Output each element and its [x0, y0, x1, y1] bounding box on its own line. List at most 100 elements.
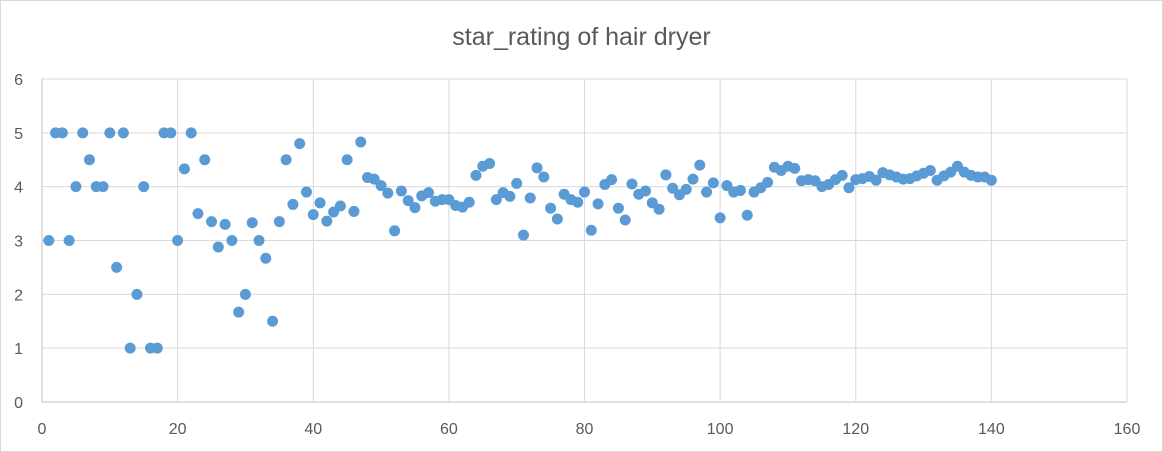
data-point	[606, 174, 618, 186]
data-point	[185, 127, 197, 139]
data-point	[77, 127, 89, 139]
data-point	[572, 196, 584, 208]
data-point	[212, 241, 224, 253]
data-point	[579, 186, 590, 198]
data-point	[192, 208, 204, 220]
data-point	[789, 162, 801, 174]
data-point	[585, 224, 597, 236]
x-tick-label: 0	[38, 421, 47, 438]
data-point	[56, 127, 68, 139]
y-tick-label: 1	[14, 341, 23, 358]
data-point	[687, 173, 699, 185]
data-point	[423, 187, 435, 199]
data-point	[246, 217, 258, 229]
data-point	[640, 185, 652, 197]
data-point	[307, 209, 319, 221]
x-tick-label: 40	[304, 421, 322, 438]
data-point	[131, 288, 143, 300]
data-point	[395, 185, 407, 197]
data-point	[206, 216, 218, 228]
y-tick-label: 6	[14, 72, 23, 89]
data-point	[843, 182, 855, 194]
data-point	[409, 202, 421, 214]
data-point	[172, 235, 184, 246]
data-point	[97, 181, 109, 193]
data-point	[517, 229, 529, 241]
data-point	[273, 216, 285, 228]
data-point	[531, 162, 543, 174]
data-point	[70, 181, 82, 193]
data-point	[117, 127, 129, 139]
x-tick-label: 80	[576, 421, 594, 438]
data-point	[151, 342, 163, 354]
data-point	[741, 209, 753, 221]
data-point	[104, 127, 116, 139]
x-tick-label: 160	[1114, 421, 1141, 438]
y-tick-label: 4	[14, 180, 23, 197]
data-point	[124, 342, 136, 354]
data-point	[836, 169, 848, 181]
data-point	[660, 169, 672, 181]
data-point	[402, 195, 414, 207]
chart-title: star_rating of hair dryer	[452, 23, 711, 51]
data-point	[280, 154, 292, 166]
data-point	[551, 213, 563, 225]
data-point	[538, 171, 550, 183]
x-tick-label: 20	[169, 421, 187, 438]
data-point	[178, 163, 190, 175]
data-point	[226, 235, 238, 246]
data-point	[348, 205, 360, 217]
data-point	[314, 197, 326, 209]
data-point	[382, 187, 394, 199]
data-point	[199, 154, 211, 166]
data-point	[334, 200, 346, 212]
data-point	[707, 177, 719, 189]
y-tick-label: 0	[14, 395, 23, 412]
data-point	[470, 169, 482, 181]
data-point	[294, 138, 306, 150]
x-tick-label: 100	[707, 421, 734, 438]
data-point	[287, 198, 299, 210]
data-point	[355, 136, 367, 148]
y-tick-label: 2	[14, 287, 23, 304]
data-point	[694, 159, 706, 171]
data-point	[734, 184, 746, 196]
data-point	[504, 190, 516, 202]
data-point	[924, 165, 936, 177]
data-point	[524, 192, 536, 204]
data-point	[619, 214, 631, 226]
data-point	[490, 194, 502, 206]
data-point	[219, 218, 231, 230]
data-point	[484, 158, 496, 170]
data-point	[63, 235, 75, 246]
data-point	[267, 315, 279, 327]
data-point	[545, 202, 557, 214]
data-point	[111, 261, 123, 273]
data-point	[138, 181, 150, 193]
data-point	[300, 186, 312, 198]
data-point	[260, 252, 272, 264]
data-point	[321, 215, 333, 227]
data-point	[592, 198, 604, 210]
data-point	[253, 235, 265, 246]
x-tick-label: 60	[440, 421, 458, 438]
data-point	[714, 212, 726, 224]
data-point	[83, 154, 95, 166]
data-point	[680, 183, 692, 195]
data-point	[375, 180, 387, 192]
data-point	[233, 306, 245, 318]
data-point	[165, 127, 177, 139]
data-point	[985, 174, 997, 186]
data-point	[870, 174, 882, 186]
data-point	[762, 176, 774, 188]
data-point	[701, 186, 713, 198]
x-tick-label: 120	[842, 421, 869, 438]
data-point	[239, 288, 251, 300]
y-tick-label: 3	[14, 234, 23, 251]
data-point	[612, 202, 624, 214]
y-tick-label: 5	[14, 126, 23, 143]
data-point	[341, 154, 353, 166]
data-point	[653, 203, 665, 215]
